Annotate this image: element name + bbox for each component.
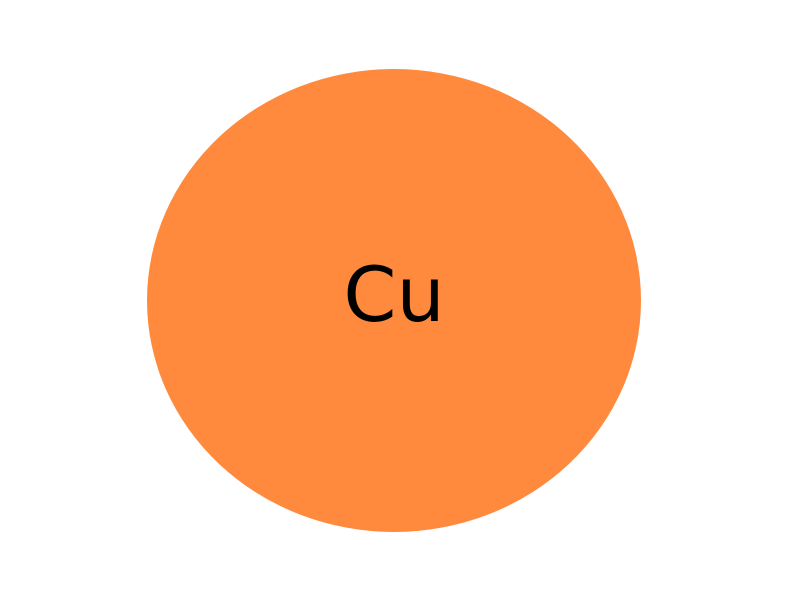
copper-atom-circle: Cu (147, 69, 641, 532)
atom-symbol-label: Cu (343, 249, 445, 339)
